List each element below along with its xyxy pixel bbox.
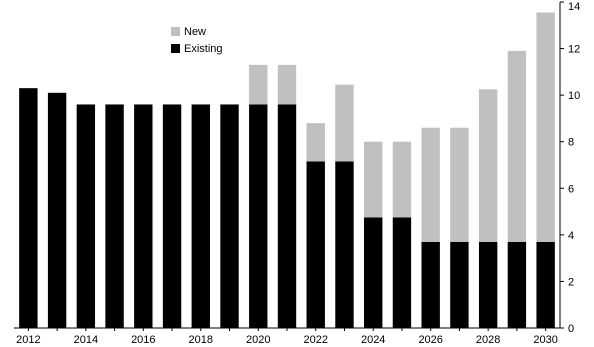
bar-new-2021 [277, 64, 297, 105]
bars-group [19, 12, 555, 329]
legend-swatch-existing [171, 44, 180, 53]
bar-new-2029 [507, 50, 527, 242]
bar-existing-2019 [220, 104, 239, 329]
x-tick-label-2014: 2014 [74, 334, 98, 346]
bar-existing-2020 [249, 104, 268, 329]
x-tick-label-2024: 2024 [361, 334, 385, 346]
bar-new-2024 [364, 141, 383, 218]
y-tick-label-12: 12 [568, 44, 580, 56]
y-tick-label-10: 10 [568, 90, 580, 102]
bar-existing-2030 [536, 241, 555, 328]
bar-existing-2014 [76, 104, 96, 329]
x-tick-label-2030: 2030 [533, 334, 557, 346]
bar-new-2023 [335, 84, 354, 162]
bar-existing-2026 [421, 241, 440, 328]
bar-new-2025 [392, 141, 412, 218]
y-tick-label-2: 2 [568, 276, 574, 288]
bar-existing-2012 [19, 88, 38, 328]
x-tick-label-2022: 2022 [303, 334, 327, 346]
y-tick-label-8: 8 [568, 137, 574, 149]
legend-swatch-new [171, 27, 180, 36]
bar-existing-2018 [191, 104, 210, 329]
y-tick-label-6: 6 [568, 183, 574, 195]
y-tick-label-4: 4 [568, 230, 574, 242]
bar-existing-2021 [277, 104, 297, 329]
x-tick-label-2018: 2018 [189, 334, 213, 346]
bar-existing-2027 [450, 241, 469, 328]
x-ticks-group: 2012 2014 2016 2018 2020 2022 2024 2026 2028 2030 [16, 328, 558, 346]
bar-new-2026 [421, 127, 440, 242]
bar-existing-2013 [47, 92, 67, 328]
x-tick-label-2016: 2016 [131, 334, 155, 346]
bar-existing-2024 [364, 217, 383, 328]
bar-new-2022 [306, 123, 325, 162]
y-tick-label-14: 14 [568, 1, 580, 13]
y-ticks-group: 0 2 4 6 8 10 12 14 [560, 1, 580, 335]
bar-existing-2015 [105, 104, 124, 329]
bar-existing-2016 [134, 104, 153, 329]
legend-label-new: New [184, 26, 206, 38]
bar-existing-2029 [507, 241, 527, 328]
bar-new-2020 [249, 64, 268, 105]
bar-existing-2017 [162, 104, 182, 329]
bar-new-2030 [536, 12, 555, 242]
x-tick-label-2028: 2028 [476, 334, 500, 346]
bar-existing-2023 [335, 161, 354, 328]
bar-existing-2025 [392, 217, 412, 328]
x-tick-label-2020: 2020 [246, 334, 270, 346]
bar-existing-2022 [306, 161, 325, 328]
bar-new-2028 [478, 89, 498, 242]
legend-label-existing: Existing [184, 43, 223, 55]
x-tick-label-2026: 2026 [418, 334, 442, 346]
legend: New Existing [171, 26, 223, 55]
bar-new-2027 [450, 127, 469, 242]
x-tick-label-2012: 2012 [16, 334, 40, 346]
bar-existing-2028 [478, 241, 498, 328]
y-tick-label-0: 0 [568, 323, 574, 335]
